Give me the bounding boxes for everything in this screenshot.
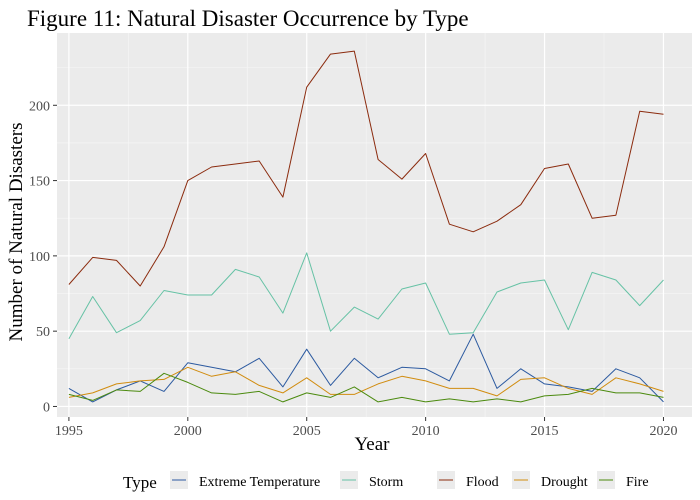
y-tick-label: 200 bbox=[29, 99, 50, 114]
y-axis-title: Number of Natural Disasters bbox=[6, 123, 27, 342]
y-tick-label: 150 bbox=[29, 175, 50, 190]
x-tick-label: 2005 bbox=[293, 424, 321, 439]
x-tick-label: 2010 bbox=[412, 424, 440, 439]
series-line-flood bbox=[68, 50, 664, 287]
legend-label-flood: Flood bbox=[466, 475, 499, 490]
series-line-drought bbox=[68, 366, 664, 398]
x-tick-label: 1995 bbox=[55, 424, 83, 439]
y-tick-label: 50 bbox=[36, 325, 50, 340]
legend: Type Extreme Temperature Storm Flood Drought… bbox=[123, 471, 649, 492]
x-tick-label: 2000 bbox=[174, 424, 202, 439]
chart-title: Figure 11: Natural Disaster Occurrence b… bbox=[27, 6, 469, 31]
x-axis-title: Year bbox=[354, 434, 390, 455]
y-tick-label: 0 bbox=[43, 400, 50, 415]
legend-label-drought: Drought bbox=[541, 475, 588, 490]
y-tick-label: 100 bbox=[29, 250, 50, 265]
grid-major bbox=[57, 33, 692, 417]
axis-ticks: 1995 2000 2005 2010 2015 2020 0 50 100 150 200 bbox=[29, 99, 677, 439]
series-line-storm bbox=[68, 252, 664, 339]
legend-label-fire: Fire bbox=[626, 475, 649, 490]
x-tick-label: 2020 bbox=[649, 424, 677, 439]
legend-label-extreme-temperature: Extreme Temperature bbox=[199, 475, 320, 490]
legend-label-storm: Storm bbox=[369, 475, 403, 490]
series-line-fire bbox=[68, 372, 664, 403]
x-tick-label: 2015 bbox=[531, 424, 559, 439]
legend-title: Type bbox=[123, 473, 157, 492]
series-lines bbox=[68, 50, 664, 403]
plot-panel bbox=[57, 33, 692, 417]
